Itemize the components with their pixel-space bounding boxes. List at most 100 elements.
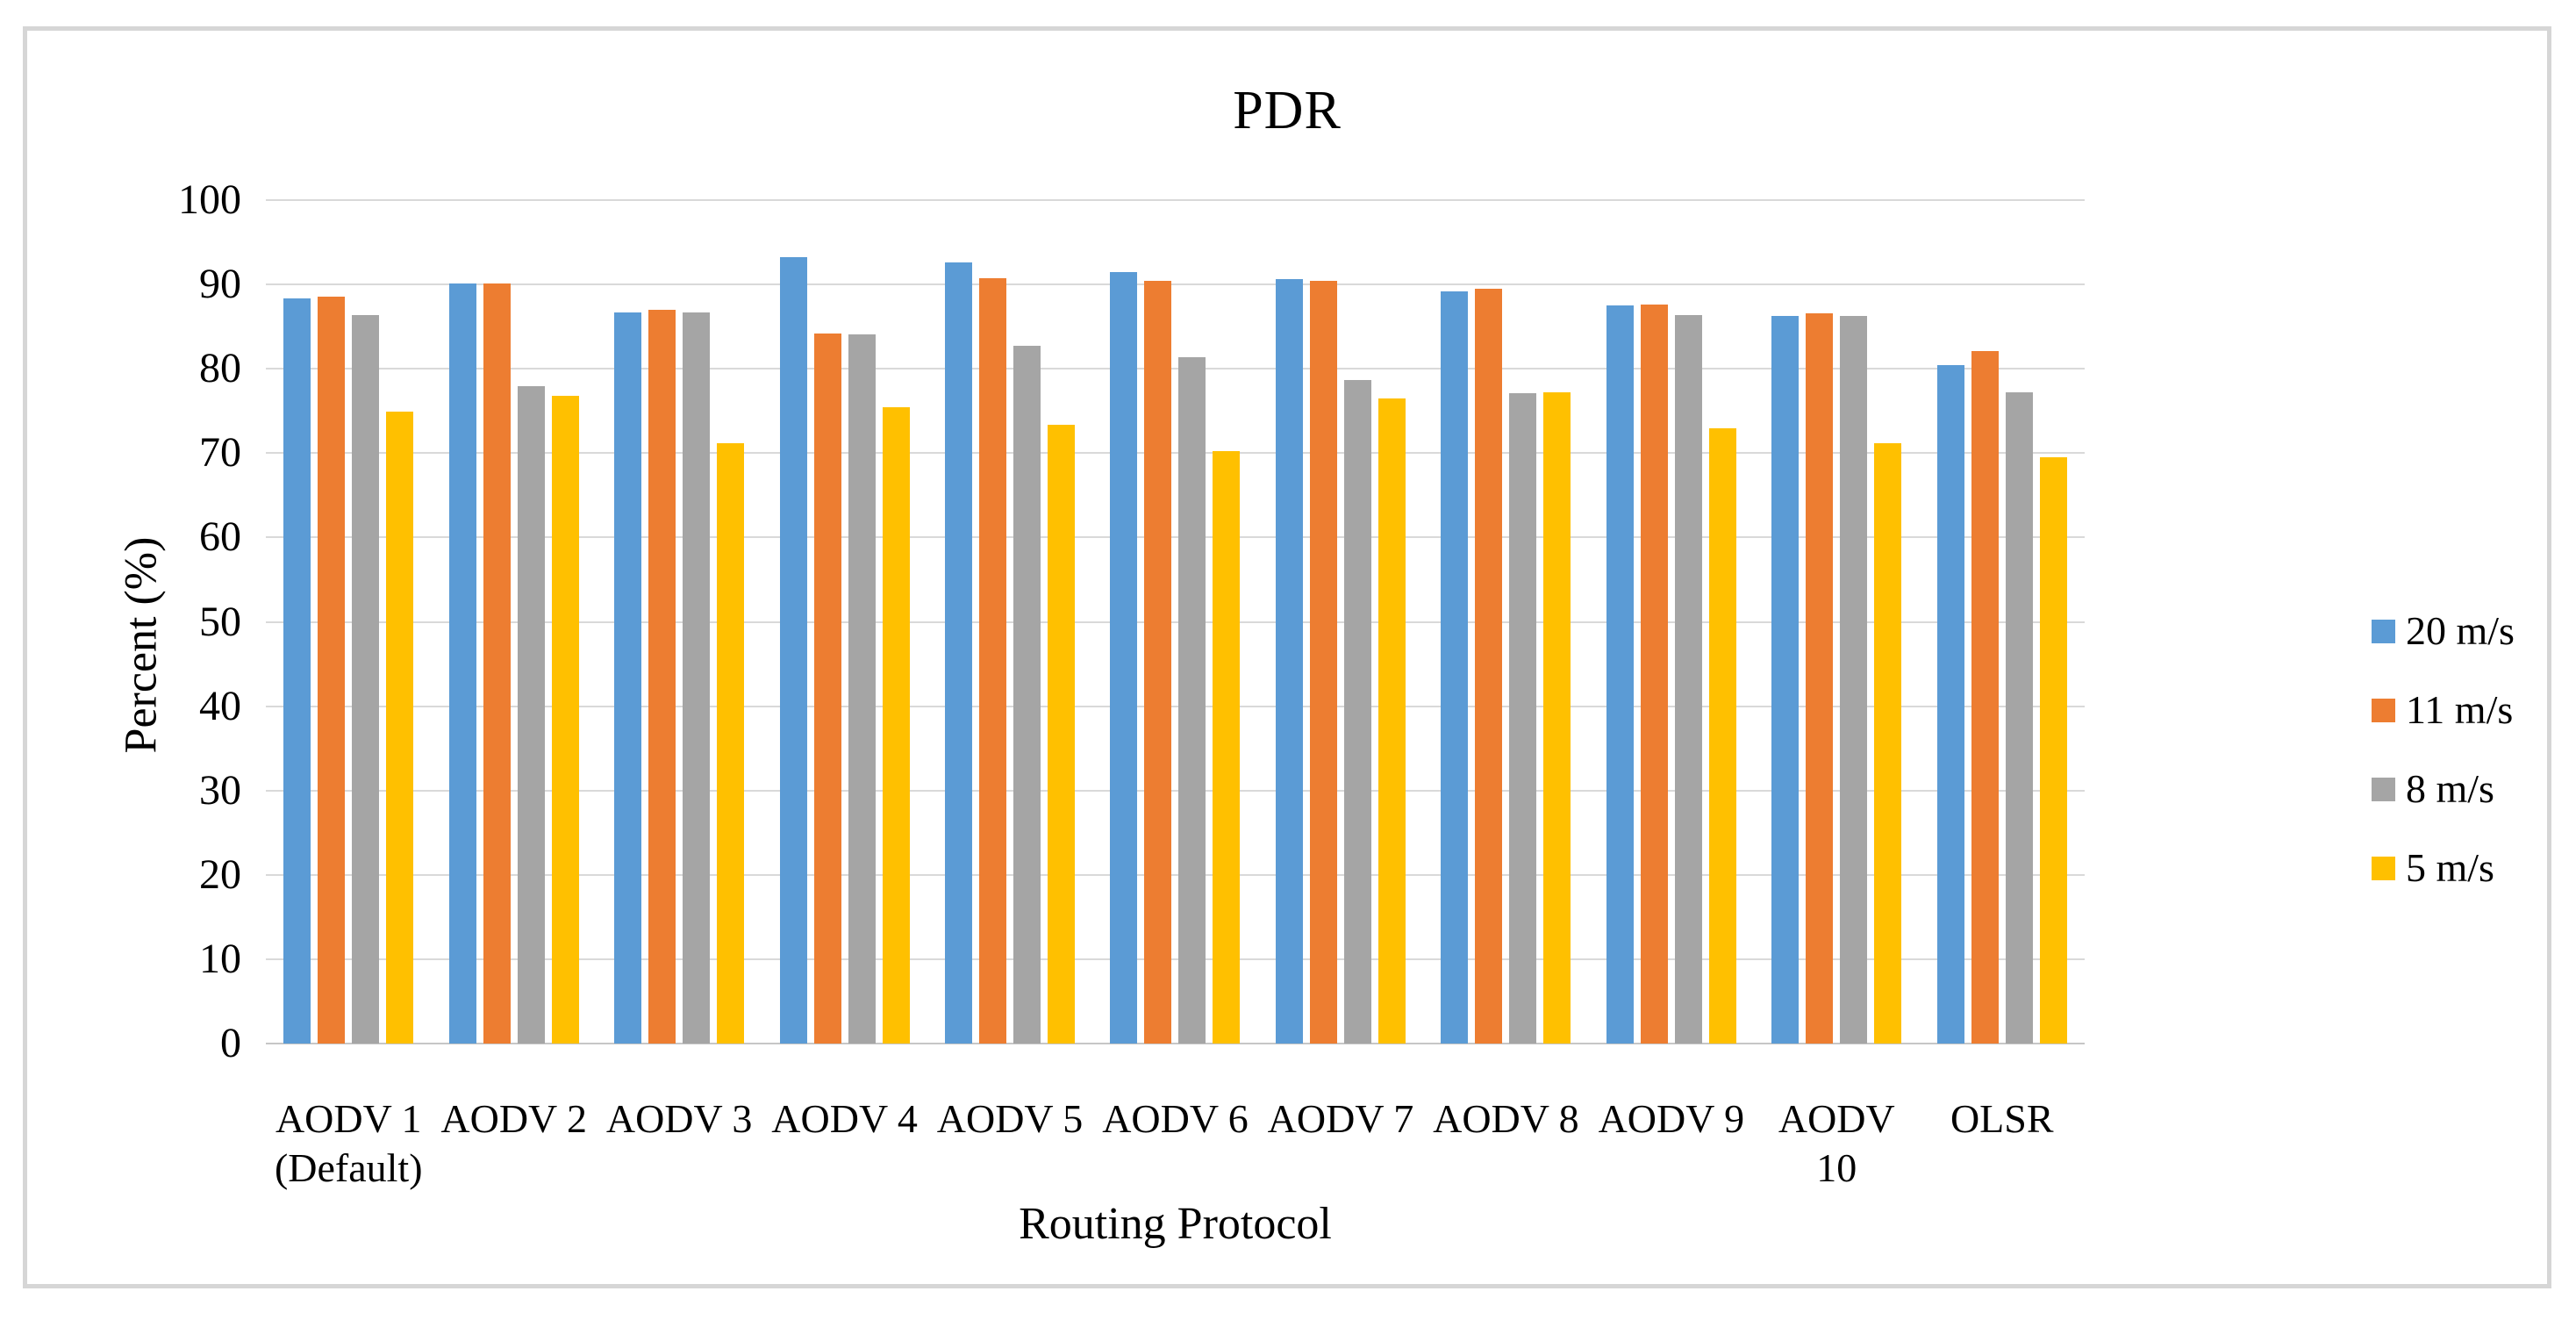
- legend: 20 m/s 11 m/s 8 m/s 5 m/s: [2372, 610, 2515, 926]
- bar-aodv-1-8m/s: [352, 314, 380, 1044]
- bar-group-aodv-4: [762, 200, 927, 1044]
- y-tick-label-70: 70: [199, 429, 241, 477]
- bar-aodv-6-8m/s: [1178, 356, 1206, 1044]
- x-label-aodv-5: AODV 5: [927, 1094, 1092, 1193]
- bar-aodv-2-20m/s: [448, 283, 476, 1044]
- bar-aodv-10-20m/s: [1771, 315, 1800, 1044]
- bar-aodv-1-5m/s: [386, 412, 414, 1044]
- x-label-aodv-4: AODV 4: [762, 1094, 927, 1193]
- x-label-line1: AODV 2: [440, 1096, 587, 1141]
- x-label-line1: AODV 1: [275, 1096, 422, 1141]
- x-label-olsr: OLSR: [1920, 1094, 2085, 1193]
- bar-aodv-7-11m/s: [1309, 281, 1337, 1044]
- gridline-70: [266, 452, 2085, 455]
- bar-aodv-5-5m/s: [1048, 424, 1076, 1044]
- bar-aodv-5-8m/s: [1013, 346, 1041, 1044]
- y-axis-title: Percent (%): [116, 536, 167, 754]
- bar-aodv-9-11m/s: [1640, 305, 1668, 1044]
- x-label-line1: AODV 10: [1778, 1096, 1895, 1190]
- y-tick-label-20: 20: [199, 850, 241, 898]
- bar-aodv-6-20m/s: [1110, 271, 1138, 1044]
- legend-label-20m/s: 20 m/s: [2406, 608, 2515, 653]
- x-label-aodv-8: AODV 8: [1423, 1094, 1588, 1193]
- x-label-aodv-9: AODV 9: [1589, 1094, 1754, 1193]
- y-tick-label-30: 30: [199, 766, 241, 814]
- y-tick-label-60: 60: [199, 513, 241, 561]
- chart-frame: PDR 0 10 20 30 40 50 60 70 80 90 100 AODV 1 (Defaul…: [23, 26, 2551, 1288]
- bar-aodv-10-5m/s: [1874, 442, 1902, 1044]
- bar-group-aodv-1: [266, 200, 431, 1044]
- y-tick-label-10: 10: [199, 935, 241, 982]
- bar-group-aodv-5: [927, 200, 1092, 1044]
- bar-olsr-8m/s: [2005, 392, 2033, 1044]
- legend-label-5m/s: 5 m/s: [2406, 845, 2494, 890]
- bar-group-aodv-10: [1754, 200, 1919, 1044]
- bar-aodv-7-5m/s: [1377, 398, 1406, 1044]
- legend-item-8m/s: 8 m/s: [2372, 768, 2515, 810]
- x-label-line1: AODV 8: [1433, 1096, 1579, 1141]
- bar-aodv-10-11m/s: [1806, 312, 1834, 1044]
- bar-olsr-11m/s: [1971, 351, 1999, 1044]
- bar-aodv-3-11m/s: [648, 309, 676, 1044]
- bar-aodv-2-5m/s: [551, 395, 579, 1044]
- y-tick-label-0: 0: [220, 1020, 241, 1066]
- bar-aodv-5-20m/s: [945, 262, 973, 1044]
- x-label-line1: AODV 3: [605, 1096, 753, 1141]
- legend-item-11m/s: 11 m/s: [2372, 689, 2515, 731]
- legend-label-11m/s: 11 m/s: [2406, 687, 2514, 732]
- bar-aodv-9-20m/s: [1606, 305, 1634, 1044]
- bar-aodv-6-11m/s: [1144, 281, 1172, 1044]
- bar-aodv-3-5m/s: [717, 442, 745, 1044]
- x-axis-title: Routing Protocol: [1019, 1199, 1332, 1249]
- x-label-aodv-10: AODV 10: [1754, 1094, 1919, 1193]
- bar-olsr-20m/s: [1936, 365, 1964, 1044]
- gridline-100: [266, 199, 2085, 201]
- bar-aodv-6-5m/s: [1213, 451, 1241, 1044]
- bar-olsr-5m/s: [2039, 457, 2067, 1044]
- x-label-line2: (Default): [274, 1145, 423, 1190]
- y-tick-label-100: 100: [178, 176, 241, 223]
- legend-item-20m/s: 20 m/s: [2372, 610, 2515, 652]
- bar-aodv-2-11m/s: [483, 283, 511, 1044]
- gridline-50: [266, 621, 2085, 623]
- legend-label-8m/s: 8 m/s: [2406, 766, 2494, 811]
- bar-aodv-4-8m/s: [848, 334, 876, 1044]
- bars-layer: [266, 200, 2085, 1044]
- bar-aodv-1-11m/s: [318, 296, 346, 1044]
- legend-item-5m/s: 5 m/s: [2372, 847, 2515, 889]
- chart-title: PDR: [1233, 81, 1342, 140]
- bar-aodv-8-11m/s: [1475, 288, 1503, 1044]
- x-label-line1: AODV 4: [771, 1096, 918, 1141]
- bar-aodv-10-8m/s: [1840, 315, 1868, 1044]
- bar-aodv-1-20m/s: [283, 298, 311, 1044]
- bar-aodv-7-8m/s: [1343, 379, 1371, 1044]
- y-tick-label-40: 40: [199, 682, 241, 729]
- gridline-10: [266, 958, 2085, 960]
- bar-group-aodv-2: [431, 200, 596, 1044]
- x-label-aodv-3: AODV 3: [597, 1094, 762, 1193]
- bar-group-aodv-7: [1258, 200, 1423, 1044]
- bar-aodv-9-5m/s: [1708, 428, 1736, 1044]
- plot-area: 0 10 20 30 40 50 60 70 80 90 100: [178, 179, 2085, 1065]
- bar-aodv-2-8m/s: [517, 386, 545, 1044]
- bar-aodv-4-20m/s: [779, 257, 807, 1044]
- x-label-line1: AODV 5: [936, 1096, 1084, 1141]
- x-label-aodv-1: AODV 1 (Default): [266, 1094, 431, 1193]
- legend-swatch-11m/s: [2372, 698, 2395, 722]
- bar-group-aodv-3: [597, 200, 762, 1044]
- x-label-line1: AODV 9: [1598, 1096, 1745, 1141]
- legend-swatch-20m/s: [2372, 619, 2395, 643]
- gridline-90: [266, 283, 2085, 286]
- bar-group-aodv-6: [1092, 200, 1257, 1044]
- bar-aodv-8-5m/s: [1543, 392, 1571, 1044]
- bar-aodv-9-8m/s: [1674, 314, 1702, 1044]
- x-label-aodv-7: AODV 7: [1258, 1094, 1423, 1193]
- gridline-30: [266, 789, 2085, 792]
- bar-aodv-8-8m/s: [1509, 393, 1537, 1044]
- x-label-line1: OLSR: [1950, 1096, 2054, 1141]
- bar-aodv-4-11m/s: [813, 333, 841, 1044]
- bar-group-olsr: [1920, 200, 2085, 1044]
- x-label-line1: AODV 7: [1267, 1096, 1414, 1141]
- gridline-60: [266, 536, 2085, 539]
